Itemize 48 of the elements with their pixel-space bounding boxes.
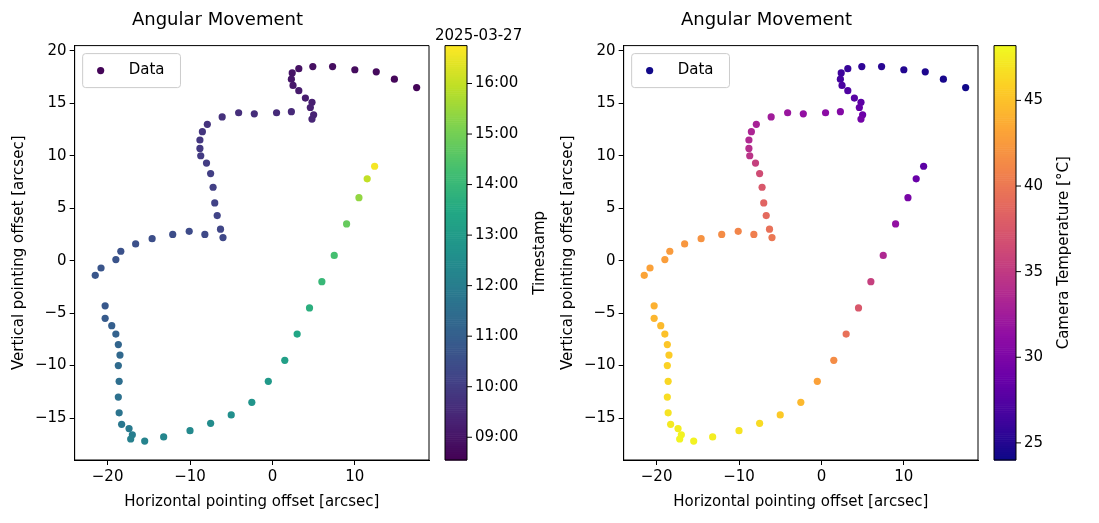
y-tick-label: −10 bbox=[584, 355, 616, 374]
color-bar-label: 11:00 bbox=[475, 326, 519, 345]
y-tick-label: 0 bbox=[57, 250, 67, 269]
y-tick-label: −5 bbox=[44, 303, 67, 322]
y-tick-label: −5 bbox=[593, 303, 616, 322]
color-bar-label: 12:00 bbox=[475, 275, 519, 294]
y-tick-label: 20 bbox=[596, 40, 616, 59]
color-bar-label: 25 bbox=[1024, 432, 1044, 451]
y-tick-label: 15 bbox=[596, 93, 616, 112]
chart-title: Angular Movement bbox=[680, 8, 853, 30]
y-axis-title: Vertical pointing offset [arcsec] bbox=[557, 135, 576, 371]
y-tick-label: 10 bbox=[596, 145, 616, 164]
y-tick-label: 20 bbox=[47, 40, 67, 59]
y-tick-label: −15 bbox=[584, 407, 616, 426]
x-tick-label: −20 bbox=[91, 466, 124, 485]
x-tick-label: −10 bbox=[723, 466, 755, 485]
color-bar-label: 16:00 bbox=[475, 73, 519, 92]
x-tick-label: −10 bbox=[174, 466, 206, 485]
color-bar-label: 40 bbox=[1024, 175, 1044, 194]
x-tick-label: 0 bbox=[267, 466, 278, 485]
y-tick-label: 5 bbox=[606, 198, 616, 217]
legend-label: Data bbox=[128, 60, 165, 79]
y-tick-label: 15 bbox=[47, 93, 67, 112]
color-bar-title: Camera Temperature [°C] bbox=[1054, 156, 1073, 350]
color-bar-label: 45 bbox=[1024, 90, 1044, 109]
color-bar-label: 30 bbox=[1024, 347, 1044, 366]
x-tick-label: −20 bbox=[640, 466, 673, 485]
x-tick-label: 0 bbox=[816, 466, 827, 485]
color-bar-label: 35 bbox=[1024, 261, 1044, 280]
color-bar-label: 10:00 bbox=[475, 376, 519, 395]
y-axis-title: Vertical pointing offset [arcsec] bbox=[8, 135, 27, 371]
color-bar-label: 13:00 bbox=[475, 225, 519, 243]
y-tick-label: 10 bbox=[47, 145, 67, 164]
x-tick-label: 10 bbox=[345, 466, 365, 485]
color-bar-label: 09:00 bbox=[475, 427, 519, 446]
text: 2025-03-27 bbox=[435, 25, 523, 44]
color-bar-label: 15:00 bbox=[475, 123, 519, 142]
y-tick-label: −15 bbox=[35, 407, 67, 426]
x-tick-label: 10 bbox=[894, 466, 914, 485]
chart-title: Angular Movement bbox=[131, 8, 304, 30]
x-axis-title: Horizontal pointing offset [arcsec] bbox=[673, 491, 929, 510]
y-tick-label: 0 bbox=[606, 250, 616, 269]
y-tick-label: 5 bbox=[57, 198, 67, 217]
y-tick-label: −10 bbox=[35, 355, 67, 374]
color-bar-title: Timestamp bbox=[529, 210, 548, 296]
legend-label: Data bbox=[677, 60, 714, 79]
color-bar-label: 14:00 bbox=[475, 174, 519, 193]
x-axis-title: Horizontal pointing offset [arcsec] bbox=[124, 491, 380, 510]
